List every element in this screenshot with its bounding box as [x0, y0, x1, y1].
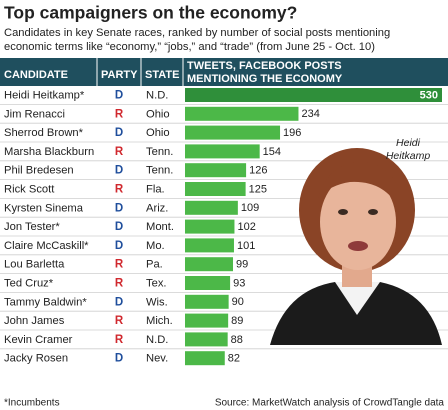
bar	[185, 294, 229, 309]
candidate-name: Marsha Blackburn	[4, 146, 94, 158]
state: N.D.	[146, 334, 168, 346]
party: D	[115, 202, 123, 214]
candidate-name: Lou Barletta	[4, 259, 65, 271]
state: N.D.	[146, 89, 168, 101]
column-header: CANDIDATE	[4, 69, 68, 81]
party: D	[115, 165, 123, 177]
candidate-name: Jon Tester*	[4, 221, 60, 233]
value-label: 90	[232, 296, 244, 308]
state: Ohio	[146, 127, 170, 139]
value-label: 89	[231, 315, 243, 327]
candidate-name: Tammy Baldwin*	[4, 296, 87, 308]
annotation: Heitkamp	[386, 150, 431, 162]
state: Nev.	[146, 353, 168, 365]
bar	[185, 200, 238, 215]
bar	[185, 182, 246, 196]
bar	[185, 163, 247, 178]
value-label: 109	[241, 202, 259, 214]
bar	[185, 144, 260, 159]
state: Ohio	[146, 108, 170, 120]
value-label: 234	[301, 108, 319, 120]
subtitle: Candidates in key Senate races, ranked b…	[4, 27, 390, 39]
state: Fla.	[146, 183, 165, 195]
candidate-name: Kevin Cramer	[4, 334, 73, 346]
value-label: 88	[231, 334, 243, 346]
candidate-name: Kyrsten Sinema	[4, 202, 84, 214]
state: Pa.	[146, 259, 163, 271]
value-label: 154	[263, 146, 281, 158]
party: R	[115, 278, 124, 290]
bar	[185, 238, 234, 253]
party: D	[115, 296, 123, 308]
source: Source: MarketWatch analysis of CrowdTan…	[215, 398, 445, 409]
column-header: MENTIONING THE ECONOMY	[187, 73, 343, 85]
party: R	[115, 184, 124, 196]
state: Mont.	[146, 221, 174, 233]
bar	[185, 313, 229, 328]
party: R	[115, 108, 124, 120]
bar	[185, 257, 234, 272]
state: Tenn.	[146, 146, 173, 158]
candidate-name: Phil Bredesen	[4, 165, 74, 177]
candidate-name: Sherrod Brown*	[4, 127, 84, 139]
party: D	[115, 221, 123, 233]
portrait	[270, 148, 442, 345]
bar	[185, 219, 235, 234]
column-header: TWEETS, FACEBOOK POSTS	[187, 60, 342, 72]
column-header: PARTY	[101, 69, 138, 81]
bar	[185, 351, 225, 366]
party: D	[115, 90, 123, 102]
bar	[185, 106, 299, 121]
chart-title: Top campaigners on the economy?	[4, 3, 297, 23]
value-label: 99	[236, 259, 248, 271]
party: D	[115, 240, 123, 252]
bar	[185, 332, 228, 347]
candidate-name: Rick Scott	[4, 183, 55, 195]
party: R	[115, 259, 124, 271]
state: Tenn.	[146, 165, 173, 177]
party: R	[115, 146, 124, 158]
state: Mo.	[146, 240, 165, 252]
value-label: 102	[237, 221, 255, 233]
state: Wis.	[146, 296, 168, 308]
value-label: 82	[228, 353, 240, 365]
value-label: 126	[249, 165, 267, 177]
bar	[185, 276, 231, 290]
annotation: Heidi	[396, 137, 421, 149]
party: R	[115, 334, 124, 346]
state: Ariz.	[146, 202, 168, 214]
candidate-name: Ted Cruz*	[4, 277, 54, 289]
candidate-name: Heidi Heitkamp*	[4, 89, 85, 101]
state: Tex.	[146, 277, 167, 289]
header-bar	[0, 58, 448, 86]
value-label: 530	[420, 89, 438, 101]
candidate-name: Jacky Rosen	[4, 353, 68, 365]
candidate-name: John James	[4, 315, 65, 327]
party: D	[115, 353, 123, 365]
state: Mich.	[146, 315, 173, 327]
bar	[185, 125, 281, 140]
value-label: 101	[237, 240, 255, 252]
value-label: 196	[283, 127, 301, 139]
subtitle: economic terms like “economy,” “jobs,” a…	[4, 41, 375, 53]
column-header: STATE	[145, 69, 179, 81]
party: R	[115, 315, 124, 327]
value-label: 93	[233, 277, 245, 289]
value-label: 125	[249, 183, 267, 195]
candidate-name: Claire McCaskill*	[4, 240, 89, 252]
party: D	[115, 127, 123, 139]
candidate-name: Jim Renacci	[4, 108, 65, 120]
footnote: *Incumbents	[4, 398, 60, 409]
bar	[185, 88, 442, 102]
